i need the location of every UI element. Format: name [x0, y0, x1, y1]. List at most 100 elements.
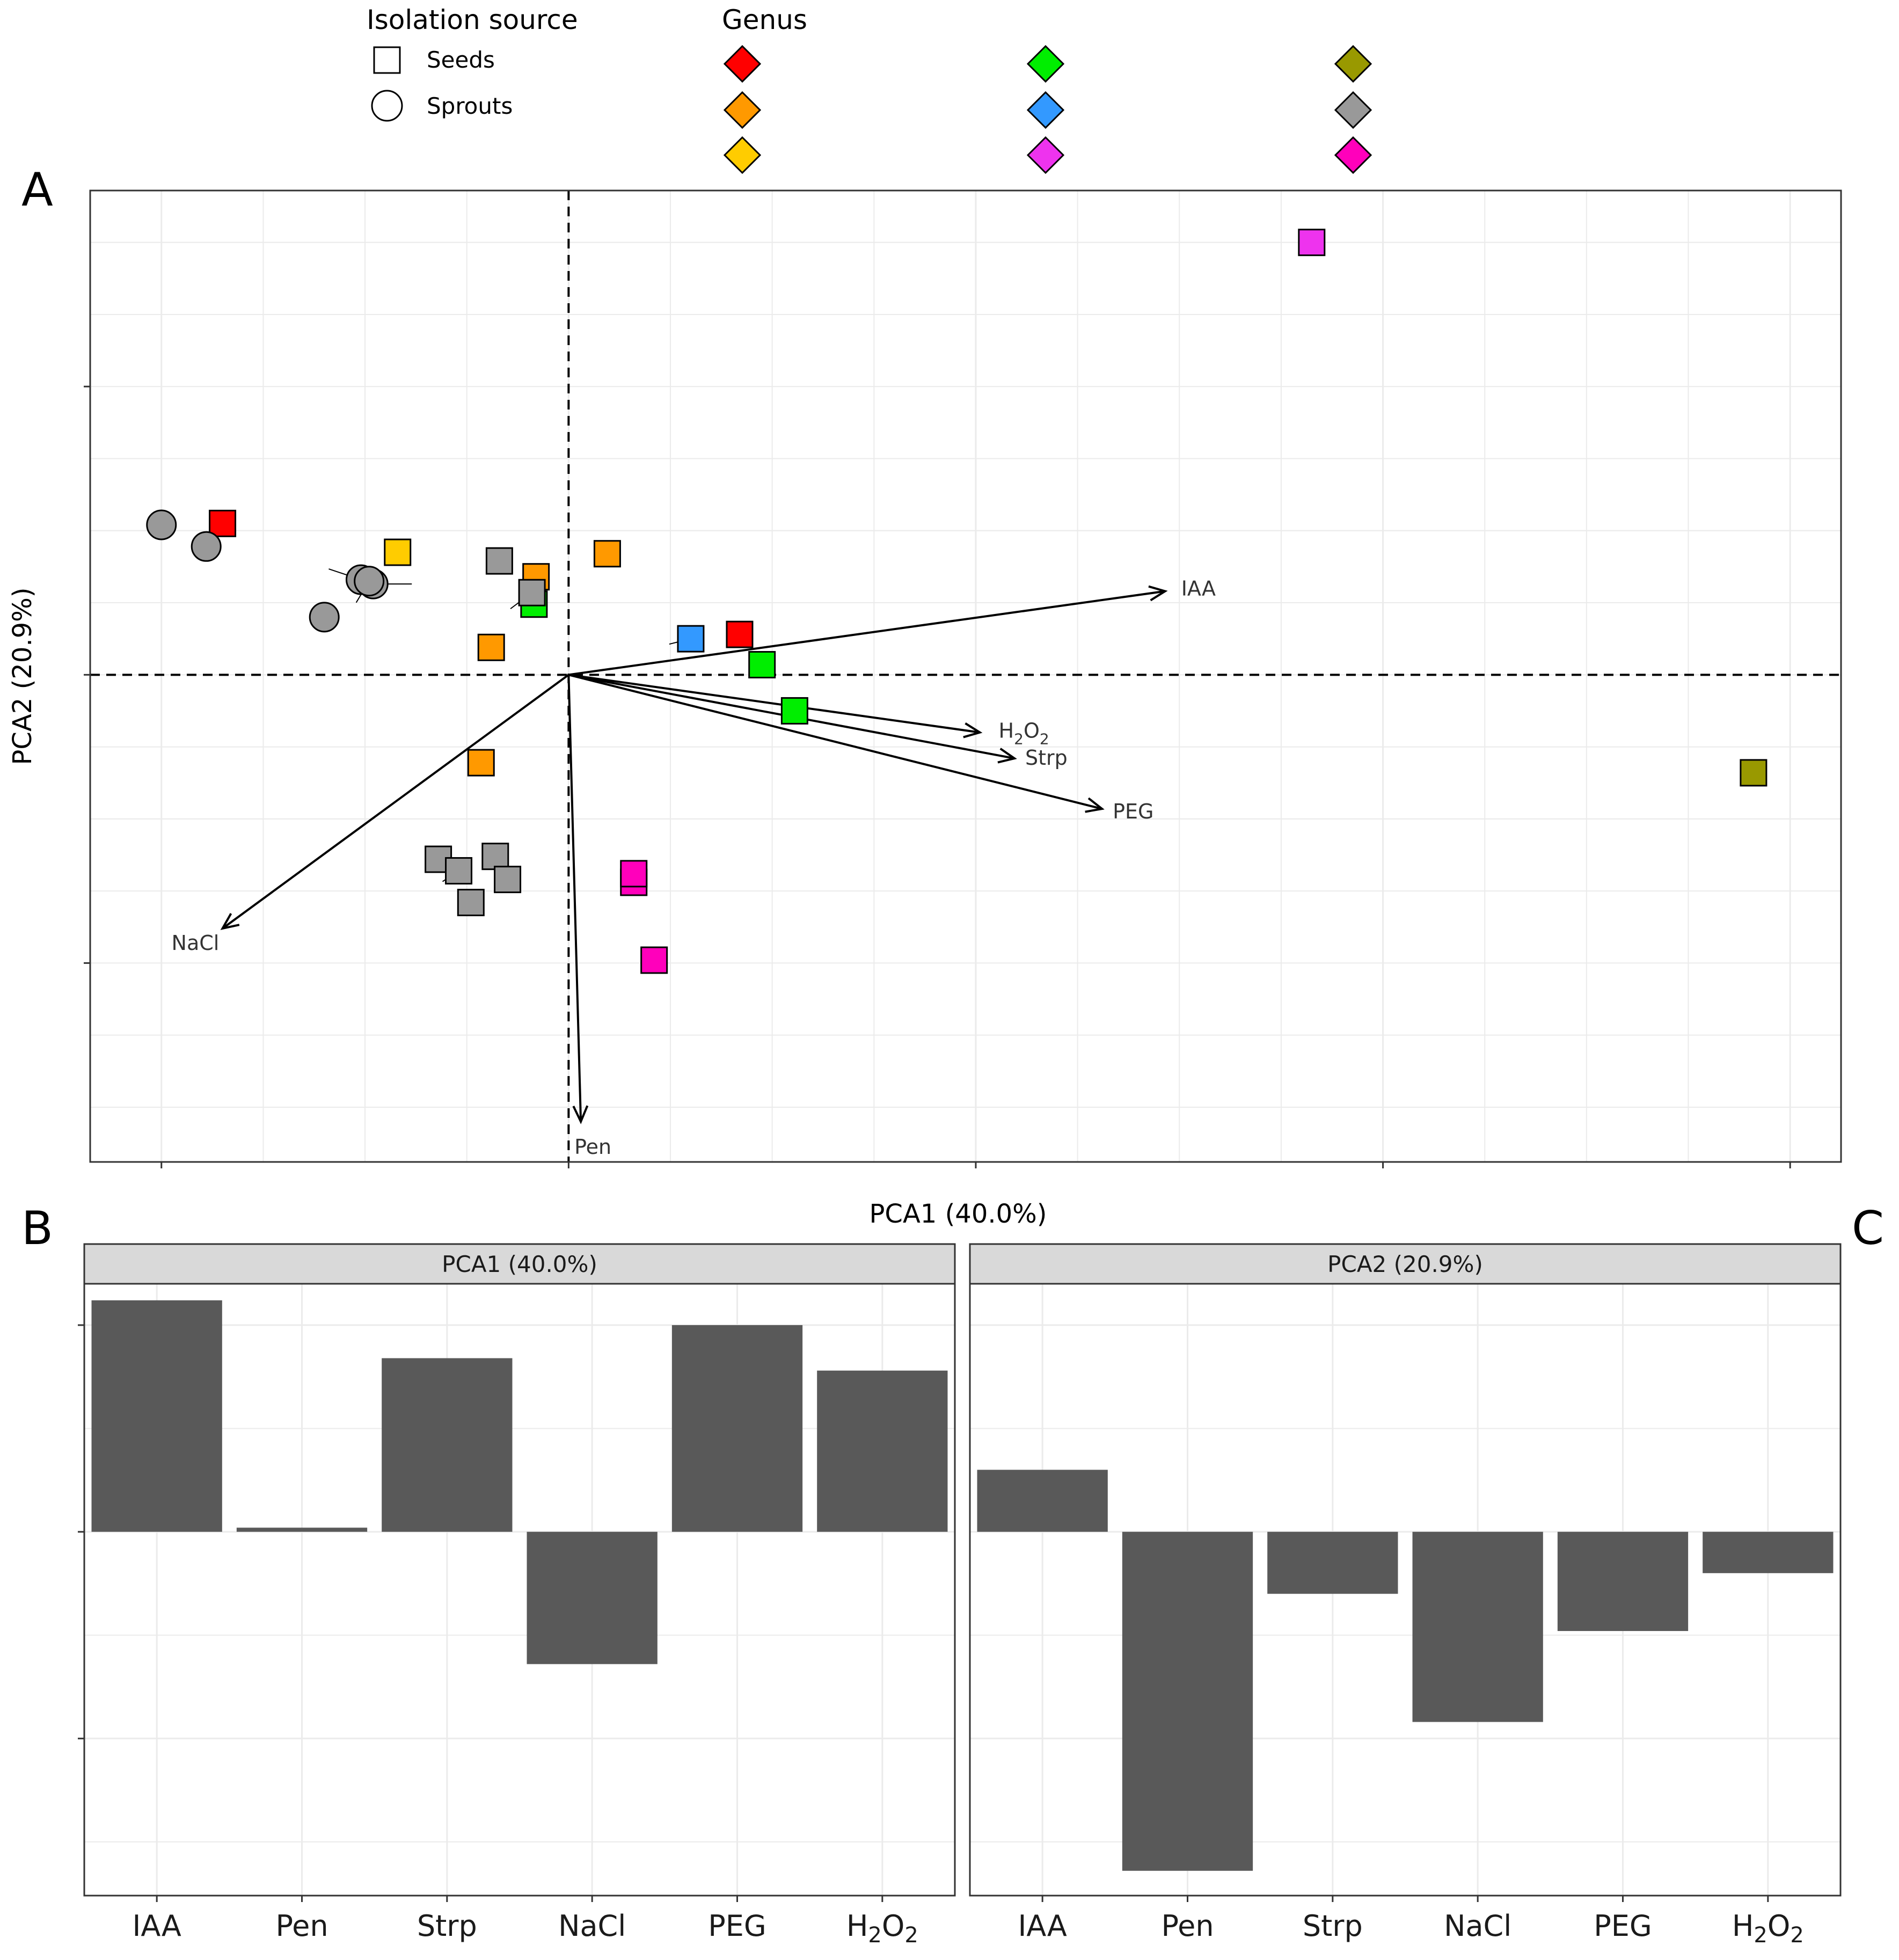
bar-iaa [977, 1469, 1108, 1532]
legend-diamond-sphingomonas-icon [1334, 45, 1372, 83]
legend-diamond-staphylococcus-icon [1334, 91, 1372, 129]
loading-label-h2o2: H2O2 [999, 719, 1049, 748]
legend-genus: Genus [722, 4, 1372, 174]
loading-arrow-peg [568, 674, 1102, 810]
x-tick-label-strp: Strp [1303, 1909, 1363, 1943]
panel-label-b: B [21, 1202, 53, 1255]
bar-nacl [1412, 1532, 1543, 1722]
bar-iaa [91, 1300, 222, 1532]
loading-arrowhead-pen [572, 1105, 589, 1124]
panel-a-y-axis-label: PCA2 (20.9%) [8, 587, 38, 765]
bar-h2o2 [1703, 1532, 1834, 1574]
point-gi4 [309, 602, 340, 633]
bar-pen [1122, 1532, 1253, 1871]
point-can-s24 [593, 540, 621, 568]
point-can-s21 [384, 538, 412, 566]
point-can-s14 [620, 860, 648, 888]
x-tick-label-h2o2-h: H [846, 1909, 868, 1943]
legend-genus-title: Genus [722, 4, 807, 35]
point-can-s5 [477, 633, 505, 661]
point-gr4 [146, 509, 177, 540]
panel-a-x-axis-label: PCA1 (40.0%) [869, 1199, 1047, 1229]
point-can-s16 [677, 625, 705, 653]
point-can-s27 [467, 749, 495, 777]
panel-c-grid [970, 1284, 1840, 1896]
loading-arrow-h2o2 [568, 674, 980, 734]
x-tick-label-h2o2-sub1: 2 [1754, 1923, 1767, 1948]
legend-diamond-cellulomonas-icon [723, 91, 762, 129]
x-tick-label-iaa: IAA [1018, 1909, 1067, 1943]
legend-seeds-label: Seeds [427, 47, 495, 73]
legend-diamond-stenotrophomonas-icon [1334, 136, 1372, 174]
legend-isolation-source: Isolation source Seeds Sprouts [367, 4, 578, 122]
panel-b-bar-chart: PCA1 (40.0%) IAA Pen Strp NaCl PEG H2O2 [78, 1243, 956, 1948]
point-can-s26 [518, 579, 546, 606]
legend-square-icon [373, 46, 401, 74]
x-tick-label-pen: Pen [1161, 1909, 1214, 1943]
panel-c-bars [977, 1469, 1834, 1871]
loading-label-iaa: IAA [1181, 577, 1216, 601]
legend-diamond-curtobacterium-icon [723, 136, 762, 174]
loading-label-strp: Strp [1025, 746, 1068, 770]
bar-peg [1557, 1532, 1689, 1632]
panel-b-strip [83, 1243, 956, 1285]
panel-a-grid [90, 191, 1841, 1162]
x-tick-label-pen: Pen [275, 1909, 328, 1943]
panel-a-border [89, 189, 1842, 1163]
panel-b-background [84, 1284, 955, 1896]
loading-arrowhead-strp [997, 748, 1017, 764]
panel-b-bars [91, 1300, 948, 1664]
x-tick-label-peg: PEG [1594, 1909, 1652, 1943]
panel-a-points [146, 229, 1767, 974]
x-tick-label-strp: Strp [417, 1909, 477, 1943]
x-tick-label-h2o2-h: H [1732, 1909, 1754, 1943]
bar-strp [1267, 1532, 1398, 1594]
panel-c-strip [969, 1243, 1842, 1285]
point-can-s2 [494, 866, 522, 894]
loading-label-h2o2-sub1: 2 [1014, 730, 1024, 748]
loading-label-h2o2-o: O [1024, 719, 1040, 743]
loading-arrowhead-peg [1085, 797, 1105, 813]
x-tick-label-nacl: NaCl [558, 1909, 626, 1943]
point-gr2 [354, 566, 385, 597]
panel-b-border [83, 1283, 956, 1897]
panel-c-x-ticks: IAA Pen Strp NaCl PEG H2O2 [1018, 1896, 1804, 1948]
loading-label-pen: Pen [574, 1135, 611, 1159]
panel-a-background [90, 191, 1841, 1162]
x-tick-label-iaa: IAA [133, 1909, 181, 1943]
loading-label-peg: PEG [1113, 800, 1153, 823]
loading-arrow-pen [567, 675, 582, 1122]
point-can-s13 [209, 509, 237, 537]
loading-arrowhead-iaa [1148, 585, 1168, 602]
legend-diamond-paenibacillus-icon [1026, 91, 1065, 129]
point-can-s28 [1298, 229, 1326, 257]
x-tick-label-peg: PEG [708, 1909, 766, 1943]
panel-c-border [969, 1283, 1842, 1897]
bar-pen [236, 1527, 368, 1532]
loading-label-nacl: NaCl [172, 931, 220, 955]
point-can-s9 [780, 697, 808, 725]
point-can-s6 [445, 857, 473, 885]
bar-nacl [527, 1532, 658, 1664]
x-tick-label-h2o2-sub2: 2 [1790, 1923, 1803, 1948]
bar-h2o2 [817, 1370, 948, 1532]
loading-arrowhead-h2o2 [963, 722, 983, 738]
x-tick-label-nacl: NaCl [1444, 1909, 1511, 1943]
x-tick-label-h2o2-sub1: 2 [868, 1923, 881, 1948]
point-can-s17 [748, 651, 776, 679]
panel-b-title: PCA1 (40.0%) [442, 1251, 597, 1277]
point-can-s8 [481, 843, 509, 871]
legend-circle-icon [371, 90, 403, 122]
panel-label-c: C [1852, 1202, 1884, 1255]
loading-arrow-iaa [568, 590, 1165, 676]
point-can-s7 [485, 547, 513, 575]
bar-strp [382, 1358, 513, 1532]
panel-b-y-ticks [78, 1324, 84, 1739]
panel-c-bar-chart: PCA2 (20.9%) IAA Pen Strp NaCl PEG H2O2 [969, 1243, 1842, 1948]
legend-diamond-kocuria-icon [1026, 45, 1065, 83]
point-can-s15 [640, 946, 668, 974]
legend-sprouts-label: Sprouts [427, 93, 513, 119]
loading-label-h2o2-sub2: 2 [1040, 730, 1049, 748]
panel-a-ticks [84, 385, 1791, 1168]
